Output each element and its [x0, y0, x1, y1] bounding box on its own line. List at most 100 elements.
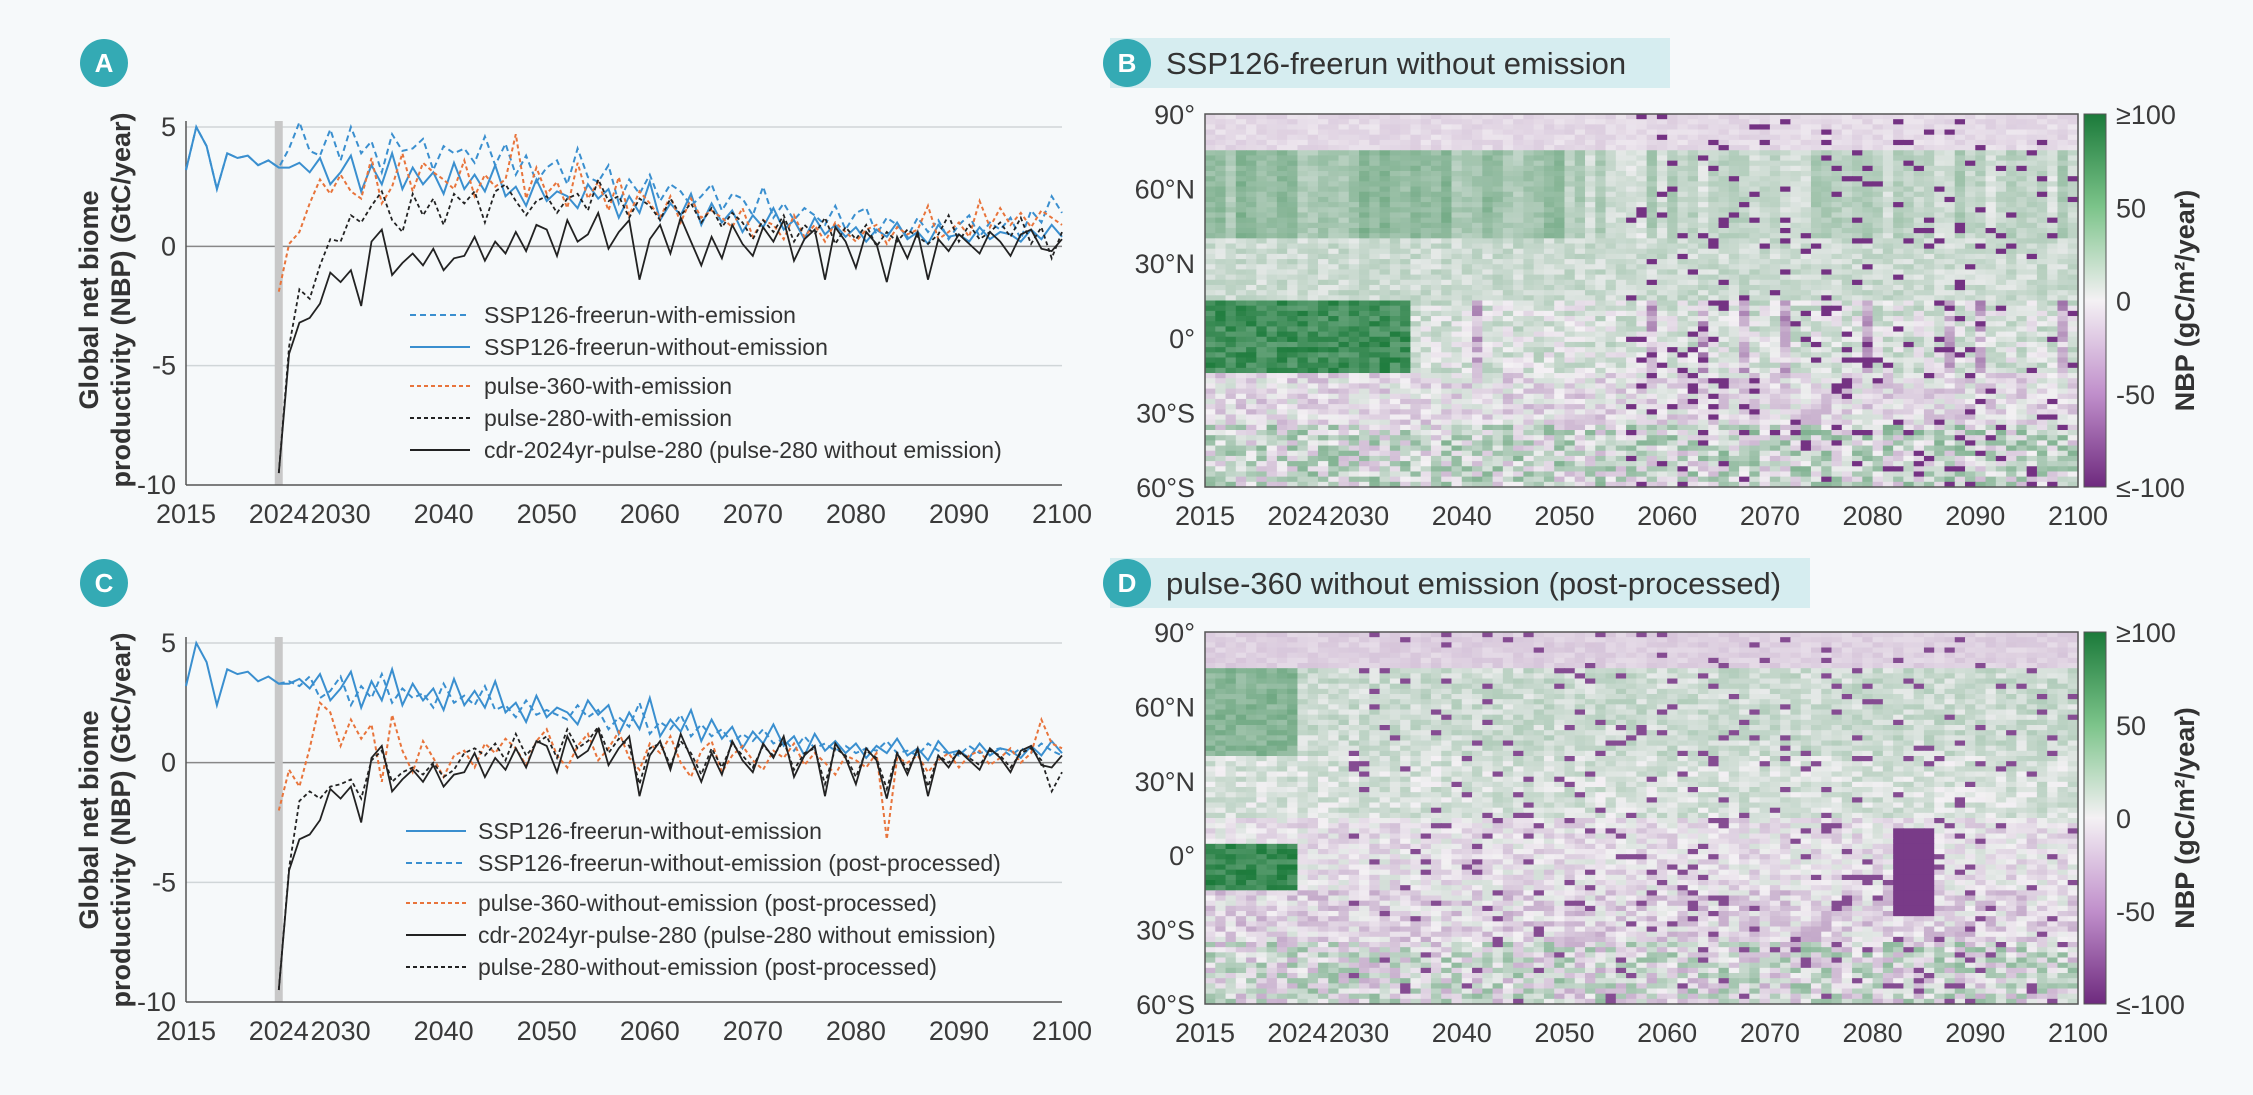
panel-b-cell — [1574, 362, 1586, 369]
panel-b-cell — [1934, 145, 1946, 151]
panel-b-cell — [1749, 300, 1761, 307]
panel-b-cell — [2047, 222, 2059, 229]
panel-b-cell — [1903, 238, 1915, 245]
panel-b-cell — [1646, 202, 1658, 208]
panel-a-series-4 — [277, 210, 1063, 474]
panel-b-cell — [2036, 404, 2048, 410]
panel-b-cell — [1934, 336, 1946, 343]
panel-b-cell — [1646, 207, 1658, 214]
panel-b-cell — [1297, 316, 1309, 322]
panel-b-cell — [1359, 336, 1370, 343]
panel-b-cell — [1369, 114, 1381, 120]
panel-b-cell — [1985, 393, 1997, 400]
panel-b-cell — [1923, 259, 1935, 265]
panel-b-cell — [1913, 191, 1925, 198]
panel-b-cell — [1266, 284, 1278, 291]
panel-b-cell — [1256, 284, 1268, 291]
panel-b-cell — [1646, 290, 1658, 296]
panel-b-cell — [1215, 186, 1227, 193]
panel-b-cell — [1995, 181, 2007, 188]
panel-b-cell — [1810, 310, 1822, 317]
panel-b-cell — [1810, 279, 1822, 286]
panel-b-cell — [1708, 383, 1720, 390]
panel-b-cell — [1965, 279, 1976, 286]
panel-b-cell — [1441, 409, 1453, 416]
panel-b-cell — [1585, 367, 1596, 374]
panel-b-cell — [1410, 155, 1422, 162]
panel-b-cell — [1523, 274, 1535, 281]
panel-b-cell — [1605, 398, 1617, 405]
panel-b-cell — [1862, 207, 1874, 214]
panel-b-cell — [2057, 388, 2069, 395]
panel-b-cell — [1266, 378, 1278, 384]
panel-b-cell — [1944, 373, 1956, 379]
panel-b-cell — [1441, 352, 1453, 359]
panel-b-cell — [1595, 207, 1607, 214]
panel-b-cell — [1472, 383, 1483, 390]
panel-b-cell — [1667, 145, 1679, 151]
panel-b-cell — [1821, 378, 1833, 384]
panel-b-cell — [1626, 253, 1637, 260]
panel-b-cell — [1215, 305, 1227, 312]
panel-b-cell — [1389, 362, 1401, 369]
panel-b-cell — [1297, 331, 1309, 338]
panel-b-cell — [1985, 114, 1997, 120]
panel-b-cell — [1985, 243, 1997, 250]
panel-b-cell — [1307, 259, 1319, 265]
panel-b-cell — [1307, 243, 1319, 250]
panel-b-cell — [1420, 233, 1432, 239]
panel-b-cell — [1472, 114, 1483, 120]
panel-b-cell — [1667, 341, 1679, 348]
panel-b-cell — [1513, 253, 1524, 260]
panel-b-cell — [1697, 248, 1709, 255]
panel-b-cell — [1502, 409, 1514, 416]
panel-b-cell — [1441, 264, 1453, 271]
panel-b-cell — [1944, 341, 1956, 348]
panel-b-cell — [1985, 181, 1997, 188]
panel-b-cell — [2067, 284, 2079, 291]
panel-b-cell — [1615, 196, 1627, 203]
panel-b-cell — [1430, 155, 1442, 162]
panel-b-cell — [1513, 300, 1524, 307]
panel-b-cell — [1533, 269, 1545, 276]
panel-b-cell — [1338, 352, 1350, 359]
panel-b-cell — [1482, 165, 1494, 172]
panel-b-cell — [1554, 269, 1566, 276]
panel-b-cell — [1595, 264, 1607, 271]
panel-b-cell — [1821, 243, 1833, 250]
panel-b-cell — [1205, 165, 1216, 172]
panel-b-cell — [1441, 233, 1453, 239]
panel-b-cell — [1790, 336, 1802, 343]
panel-b-cell — [1677, 119, 1689, 125]
panel-b-cell — [1646, 321, 1658, 327]
panel-b-cell — [1389, 404, 1401, 410]
panel-b-cell — [1677, 150, 1689, 157]
panel-b-heatmap: 2015 2024 2030 2040 2050 2060 2070 2080 2090 2100… — [1135, 100, 2200, 531]
panel-b-cell — [1235, 145, 1247, 151]
panel-b-cell — [1574, 398, 1586, 405]
panel-b-cell — [1317, 114, 1329, 120]
panel-b-cell — [1338, 295, 1350, 302]
panel-b-cell — [1307, 186, 1319, 193]
panel-b-cell — [2006, 378, 2017, 384]
panel-b-cell — [1235, 388, 1247, 395]
panel-b-cell — [1215, 310, 1227, 317]
panel-b-cell — [1554, 139, 1566, 146]
panel-b-cell — [1965, 367, 1976, 374]
panel-b-cell — [1235, 269, 1247, 276]
panel-b-cell — [1574, 248, 1586, 255]
panel-b-cell — [1975, 139, 1987, 146]
panel-b-cell — [1605, 264, 1617, 271]
panel-b-cell — [1461, 160, 1473, 167]
panel-b-cell — [1626, 352, 1637, 359]
panel-b-cell — [1287, 383, 1299, 390]
panel-b-cell — [1359, 373, 1370, 379]
panel-b-cell — [1461, 367, 1473, 374]
panel-b-cell — [1831, 310, 1843, 317]
panel-b-cell — [1934, 217, 1946, 224]
panel-b-cell — [1893, 139, 1904, 146]
panel-b-cell — [1328, 264, 1340, 271]
panel-b-cell — [1317, 264, 1329, 271]
panel-b-cell — [1882, 129, 1894, 136]
panel-b-cell — [1605, 170, 1617, 177]
